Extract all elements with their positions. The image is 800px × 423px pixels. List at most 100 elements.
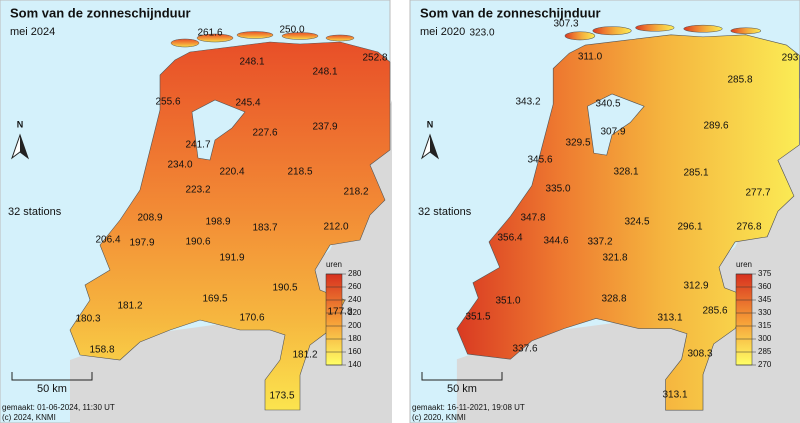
- station-value: 177.8: [327, 307, 352, 318]
- copyright: (c) 2024, KNMI: [2, 413, 56, 422]
- scale-bar: [11, 372, 93, 381]
- station-value: 212.0: [323, 222, 348, 233]
- station-value: 220.4: [219, 167, 244, 178]
- scale-bar: [421, 372, 503, 381]
- station-value: 345.6: [527, 155, 552, 166]
- station-value: 321.8: [602, 253, 627, 264]
- title: Som van de zonneschijnduur: [10, 5, 191, 20]
- station-value: 218.5: [287, 167, 312, 178]
- legend-tick-label: 360: [758, 282, 772, 291]
- station-value: 313.1: [657, 313, 682, 324]
- copyright: (c) 2020, KNMI: [412, 413, 466, 422]
- station-value: 285.1: [683, 168, 708, 179]
- station-value: 183.7: [252, 223, 277, 234]
- station-value: 307.9: [600, 127, 625, 138]
- station-value: 237.9: [312, 122, 337, 133]
- station-value: 255.6: [155, 97, 180, 108]
- legend-tick-label: 330: [758, 308, 772, 317]
- legend-tick-label: 315: [758, 321, 772, 330]
- station-value: 335.0: [545, 184, 570, 195]
- station-value: 307.3: [553, 19, 578, 30]
- station-value: 158.8: [89, 345, 114, 356]
- station-value: 218.2: [343, 187, 368, 198]
- island: [564, 31, 596, 41]
- island: [196, 33, 234, 43]
- netherlands: [456, 34, 800, 411]
- station-value: 181.2: [117, 301, 142, 312]
- station-value: 312.9: [683, 281, 708, 292]
- island: [592, 26, 632, 36]
- station-value: 190.6: [185, 237, 210, 248]
- station-value: 197.9: [129, 238, 154, 249]
- station-value: 234.0: [167, 160, 192, 171]
- station-value: 181.2: [292, 350, 317, 361]
- station-value: 170.6: [239, 313, 264, 324]
- legend-bar: [325, 273, 343, 366]
- station-value: 248.1: [312, 67, 337, 78]
- stations-note: 32 stations: [418, 206, 472, 218]
- station-value: 227.6: [252, 128, 277, 139]
- station-value: 241.7: [185, 140, 210, 151]
- station-value: 190.5: [272, 283, 297, 294]
- stations-note: 32 stations: [8, 206, 62, 218]
- station-value: 351.0: [495, 296, 520, 307]
- island: [325, 34, 355, 42]
- map-panel: Som van de zonneschijnduur mei 2024 32 sta…: [0, 0, 392, 423]
- north-arrow-half: [430, 135, 438, 158]
- station-value: 311.0: [578, 52, 603, 63]
- legend-unit: uren: [326, 260, 342, 269]
- made: gemaakt: 01-06-2024, 11:30 UT: [2, 403, 115, 412]
- station-value: 323.0: [469, 28, 494, 39]
- north-label: N: [17, 119, 24, 129]
- legend-tick-label: 200: [348, 321, 362, 330]
- legend-tick-label: 280: [348, 269, 362, 278]
- station-value: 324.5: [624, 217, 649, 228]
- legend-tick-label: 160: [348, 347, 362, 356]
- island: [281, 32, 319, 40]
- station-value: 248.1: [239, 57, 264, 68]
- station-value: 276.8: [736, 222, 761, 233]
- north-label: N: [427, 119, 434, 129]
- scale-label: 50 km: [447, 383, 477, 395]
- station-value: 347.8: [520, 213, 545, 224]
- station-value: 277.7: [745, 188, 770, 199]
- station-value: 198.9: [205, 217, 230, 228]
- station-value: 329.5: [565, 138, 590, 149]
- island: [236, 31, 274, 39]
- station-value: 252.8: [362, 53, 387, 64]
- station-value: 191.9: [219, 253, 244, 264]
- made: gemaakt: 16-11-2021, 19:08 UT: [412, 403, 525, 412]
- station-value: 293: [782, 53, 799, 64]
- station-value: 337.6: [512, 344, 537, 355]
- legend-tick-label: 285: [758, 347, 772, 356]
- station-value: 289.6: [703, 121, 728, 132]
- station-value: 340.5: [595, 99, 620, 110]
- station-value: 206.4: [95, 235, 120, 246]
- netherlands: [69, 41, 391, 411]
- title: Som van de zonneschijnduur: [420, 5, 601, 20]
- legend-tick-label: 300: [758, 334, 772, 343]
- legend-tick-label: 270: [758, 360, 772, 369]
- legend-tick-label: 140: [348, 360, 362, 369]
- station-value: 351.5: [465, 312, 490, 323]
- ijsselmeer: [191, 99, 246, 161]
- station-value: 169.5: [202, 294, 227, 305]
- legend-tick-label: 180: [348, 334, 362, 343]
- island: [730, 27, 762, 35]
- country-shapes: [456, 23, 800, 423]
- station-value: 180.3: [75, 314, 100, 325]
- legend-tick-label: 240: [348, 295, 362, 304]
- station-value: 308.3: [687, 349, 712, 360]
- ijsselmeer: [587, 93, 645, 156]
- island: [635, 23, 675, 32]
- island: [683, 24, 723, 33]
- legend-tick-label: 220: [348, 308, 362, 317]
- station-value: 328.8: [601, 294, 626, 305]
- legend-tick-label: 345: [758, 295, 772, 304]
- station-value: 296.1: [677, 222, 702, 233]
- station-value: 173.5: [269, 391, 294, 402]
- station-value: 344.6: [543, 236, 568, 247]
- station-value: 261.6: [197, 28, 222, 39]
